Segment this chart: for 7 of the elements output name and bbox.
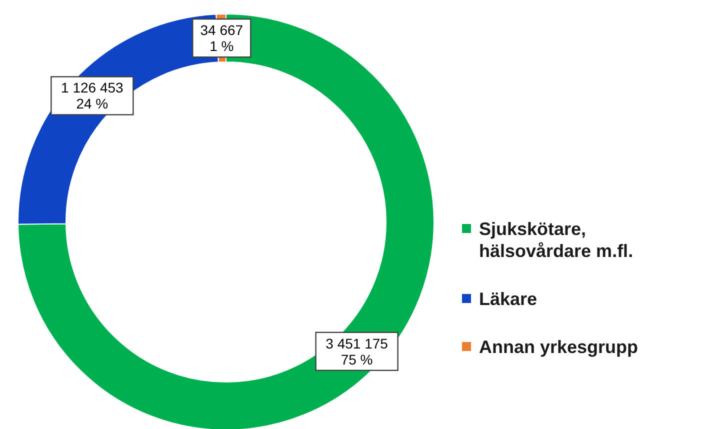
data-label: 34 667 1 % bbox=[200, 22, 244, 54]
data-label: 1 126 453 24 % bbox=[61, 80, 124, 112]
legend-label: Sjukskötare, hälsovårdare m.fl. bbox=[479, 219, 634, 261]
donut-slice bbox=[18, 14, 434, 429]
legend-label: Annan yrkesgrupp bbox=[479, 337, 638, 357]
legend-label: Läkare bbox=[479, 289, 538, 309]
data-label: 3 451 175 75 % bbox=[326, 335, 388, 368]
